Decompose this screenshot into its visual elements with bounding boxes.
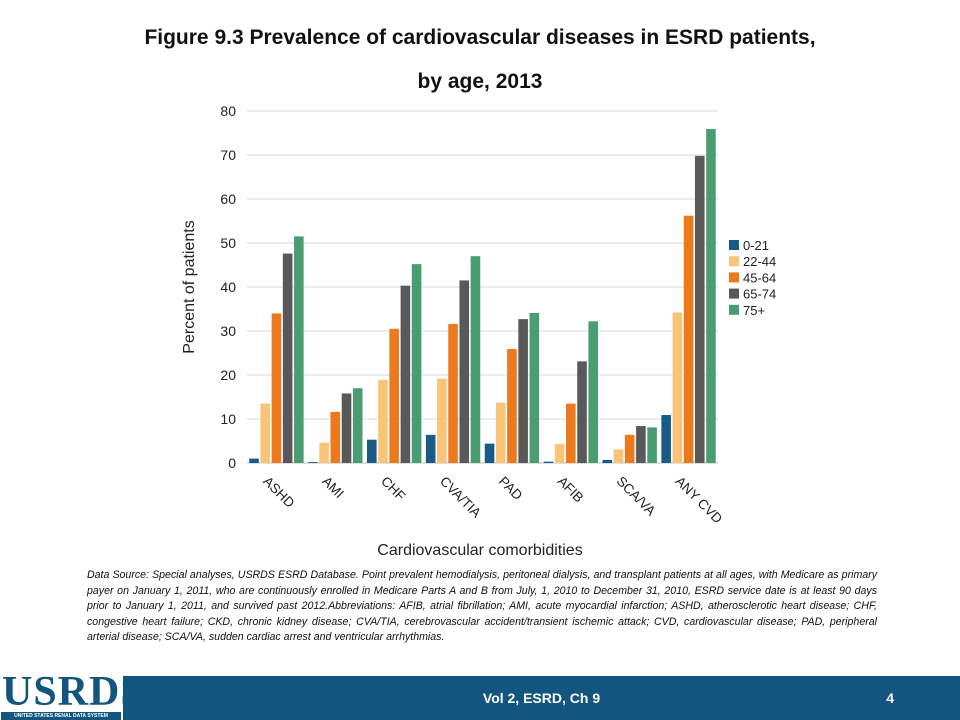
- bar-021-afib: [543, 461, 554, 463]
- footer-bar: Vol 2, ESRD, Ch 9 4: [123, 676, 960, 720]
- slide-title: Figure 9.3 Prevalence of cardiovascular …: [0, 16, 960, 104]
- bar-4564-ashd: [271, 313, 282, 463]
- legend-label: 45-64: [743, 270, 776, 285]
- bar-4564-pad: [507, 349, 517, 463]
- x-tick-label: SCA/VA: [614, 474, 659, 519]
- bar-6574-afib: [577, 361, 587, 463]
- y-tick-label: 40: [220, 279, 236, 295]
- bar-6574-chf: [400, 285, 411, 463]
- legend-swatch-4564: [729, 272, 739, 283]
- bar-4564-ami: [330, 411, 341, 463]
- y-tick-label: 50: [220, 235, 236, 251]
- y-tick-label: 20: [220, 367, 236, 383]
- x-tick-label: ANY CVD: [672, 474, 725, 527]
- bar-2244-anycvd: [672, 312, 683, 463]
- y-tick-label: 70: [220, 147, 236, 163]
- bar-4564-scava: [624, 434, 635, 463]
- bar-021-chf: [366, 439, 377, 463]
- x-tick-label: CVA/TIA: [437, 474, 484, 521]
- bar-4564-cvatia: [448, 323, 458, 463]
- x-axis-title: Cardiovascular comorbidities: [377, 542, 582, 559]
- slide-title-line2: by age, 2013: [417, 70, 543, 93]
- bar-2244-scava: [613, 449, 624, 463]
- legend-label: 22-44: [743, 254, 776, 269]
- bar-021-ami: [308, 462, 318, 463]
- bar-021-pad: [484, 443, 495, 463]
- y-tick-label: 80: [220, 103, 236, 119]
- bar-2244-chf: [378, 379, 388, 463]
- bar-021-anycvd: [661, 415, 671, 463]
- y-tick-label: 10: [220, 411, 236, 427]
- bar-021-cvatia: [425, 434, 436, 463]
- bar-75-anycvd: [706, 129, 716, 464]
- y-tick-label: 0: [228, 455, 236, 471]
- legend-swatch-021: [729, 240, 739, 250]
- data-source-note: Data Source: Special analyses, USRDS ESR…: [87, 569, 877, 644]
- page-number: 4: [886, 690, 894, 706]
- bar-6574-scava: [636, 426, 646, 463]
- x-tick-label: AMI: [319, 474, 347, 502]
- logo-wordmark: USRDS: [2, 669, 145, 715]
- bar-4564-afib: [566, 403, 576, 463]
- legend-label: 65-74: [743, 287, 776, 302]
- bar-75-scava: [647, 427, 657, 463]
- x-tick-label: PAD: [496, 474, 526, 504]
- bar-4564-anycvd: [683, 215, 694, 463]
- legend-label: 0-21: [743, 238, 769, 253]
- x-tick-label: AFIB: [555, 474, 587, 506]
- bar-2244-afib: [554, 444, 565, 463]
- slide-title-line1: Figure 9.3 Prevalence of cardiovascular …: [144, 26, 816, 49]
- bar-75-chf: [411, 264, 422, 463]
- bar-4564-chf: [389, 328, 399, 463]
- logo-subtitle: UNITED STATES RENAL DATA SYSTEM: [1, 712, 121, 720]
- bar-6574-pad: [518, 319, 528, 463]
- bar-75-cvatia: [470, 256, 481, 463]
- bar-75-afib: [588, 321, 599, 463]
- x-tick-label: CHF: [378, 474, 408, 504]
- y-tick-label: 60: [220, 191, 236, 207]
- bar-021-ashd: [249, 458, 259, 463]
- bar-6574-anycvd: [694, 155, 705, 463]
- usrds-logo: USRDS UNITED STATES RENAL DATA SYSTEM: [0, 670, 144, 720]
- y-tick-label: 30: [220, 323, 236, 339]
- bar-2244-pad: [495, 402, 506, 463]
- bar-2244-ashd: [260, 403, 271, 463]
- bar-75-ami: [352, 388, 363, 463]
- y-axis-title: Percent of patients: [181, 220, 198, 353]
- legend-label: 75+: [743, 303, 765, 318]
- footer-label: Vol 2, ESRD, Ch 9: [482, 690, 601, 706]
- bar-2244-ami: [319, 442, 329, 463]
- bar-75-pad: [529, 312, 540, 463]
- x-tick-label: ASHD: [260, 474, 297, 511]
- bar-021-scava: [602, 459, 613, 463]
- bar-6574-ami: [341, 393, 352, 463]
- legend-swatch-2244: [729, 256, 739, 267]
- bar-2244-cvatia: [437, 378, 447, 463]
- bar-6574-ashd: [282, 253, 293, 463]
- legend-swatch-75: [729, 304, 739, 315]
- legend-swatch-6574: [729, 288, 739, 299]
- bar-75-ashd: [294, 236, 304, 463]
- bar-6574-cvatia: [459, 280, 470, 463]
